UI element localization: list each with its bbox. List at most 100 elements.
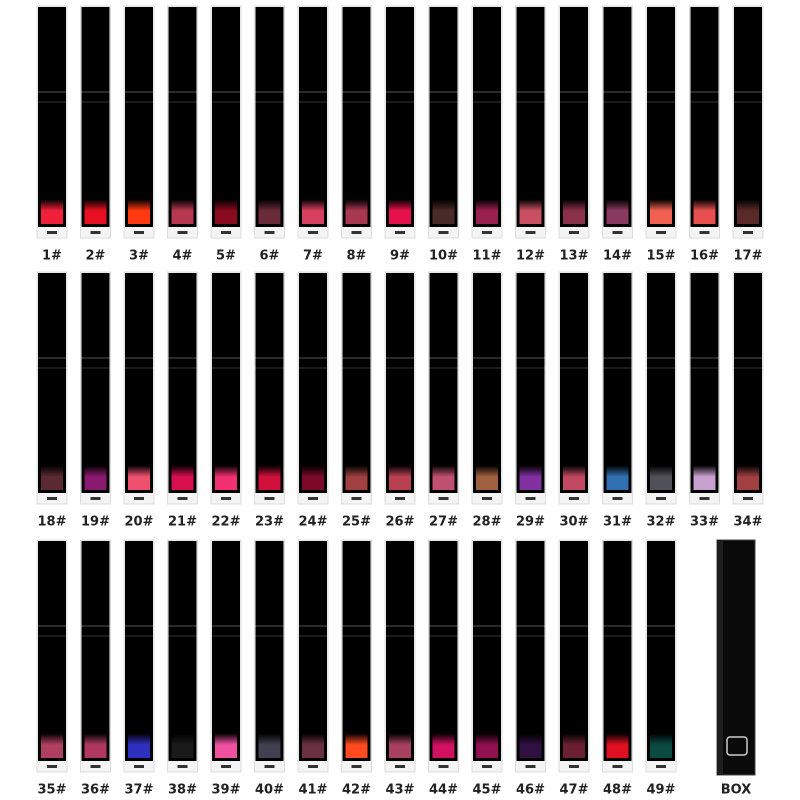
tube <box>515 271 546 505</box>
tube-base <box>395 497 405 500</box>
tube-window <box>389 136 411 224</box>
tube <box>384 271 416 505</box>
tube-base <box>699 497 710 500</box>
tube <box>558 5 590 239</box>
tube-base <box>569 231 579 234</box>
tube-base <box>47 231 57 234</box>
tube <box>645 539 677 773</box>
tube-window <box>258 136 281 224</box>
tube <box>167 539 198 773</box>
tube-window <box>693 402 716 490</box>
tube-base <box>438 497 449 500</box>
tube-base <box>134 231 144 234</box>
shade-label: 30# <box>560 515 589 530</box>
tube <box>210 271 242 505</box>
tube <box>80 5 111 239</box>
tube <box>297 5 329 239</box>
tube <box>558 271 590 505</box>
tube-window <box>171 402 194 490</box>
shade-label: 36# <box>81 783 110 798</box>
tube-window <box>519 136 542 224</box>
tube-base <box>612 765 623 768</box>
tube <box>36 5 68 239</box>
shade-label: 9# <box>390 249 410 264</box>
tube-window <box>84 402 107 490</box>
tube-base <box>90 765 101 768</box>
tube <box>645 271 677 505</box>
shade-label: 48# <box>603 783 632 798</box>
tube-window <box>389 670 411 758</box>
tube <box>428 5 459 239</box>
tube-window <box>128 670 150 758</box>
tube-window <box>476 670 498 758</box>
tube-base <box>47 765 57 768</box>
tube-base <box>525 497 536 500</box>
shade-label: 32# <box>647 515 676 530</box>
tube-base <box>264 497 275 500</box>
tube-window <box>432 402 455 490</box>
tube-window <box>563 136 585 224</box>
tube-base <box>569 765 579 768</box>
tube-base <box>743 497 753 500</box>
tube-base <box>264 231 275 234</box>
tube-window <box>519 670 542 758</box>
tube-window <box>389 402 411 490</box>
shade-label: 8# <box>347 249 367 264</box>
tube-window <box>563 402 585 490</box>
tube-window <box>84 670 107 758</box>
tube-window <box>128 402 150 490</box>
tube-window <box>650 136 672 224</box>
shade-label: 23# <box>255 515 284 530</box>
shade-label: 28# <box>473 515 502 530</box>
tube <box>297 271 329 505</box>
shade-label: 21# <box>168 515 197 530</box>
tube <box>428 271 459 505</box>
shade-label: 31# <box>603 515 632 530</box>
tube-base <box>308 765 318 768</box>
tube-window <box>693 136 716 224</box>
tube <box>689 5 720 239</box>
tube <box>471 271 503 505</box>
tube-window <box>215 402 237 490</box>
shade-label: 47# <box>560 783 589 798</box>
tube <box>36 271 68 505</box>
tube-base <box>177 765 188 768</box>
tube-base <box>177 497 188 500</box>
tube-base <box>221 765 231 768</box>
tube-window <box>171 670 194 758</box>
box <box>716 539 756 776</box>
shade-label: 20# <box>125 515 154 530</box>
tube-window <box>345 670 368 758</box>
tube-window <box>345 402 368 490</box>
tube-window <box>345 136 368 224</box>
shade-label: 41# <box>299 783 328 798</box>
shade-label: 2# <box>86 249 106 264</box>
shade-label: 19# <box>81 515 110 530</box>
tube-window <box>432 136 455 224</box>
shade-label: 22# <box>212 515 241 530</box>
tube-base <box>264 765 275 768</box>
tube-base <box>482 765 492 768</box>
tube-window <box>215 670 237 758</box>
shade-label: 46# <box>516 783 545 798</box>
tube <box>123 539 155 773</box>
shade-label: 14# <box>603 249 632 264</box>
shade-label: 24# <box>299 515 328 530</box>
tube-window <box>171 136 194 224</box>
tube-window <box>41 670 63 758</box>
tube-window <box>650 670 672 758</box>
tube <box>80 271 111 505</box>
tube-window <box>258 670 281 758</box>
tube-window <box>606 670 629 758</box>
tube <box>167 271 198 505</box>
box-label: BOX <box>721 783 752 798</box>
tube-window <box>519 402 542 490</box>
tube-base <box>525 231 536 234</box>
tube-base <box>438 231 449 234</box>
shade-label: 15# <box>647 249 676 264</box>
tube <box>254 539 285 773</box>
tube-base <box>656 231 666 234</box>
tube-base <box>47 497 57 500</box>
tube <box>428 539 459 773</box>
